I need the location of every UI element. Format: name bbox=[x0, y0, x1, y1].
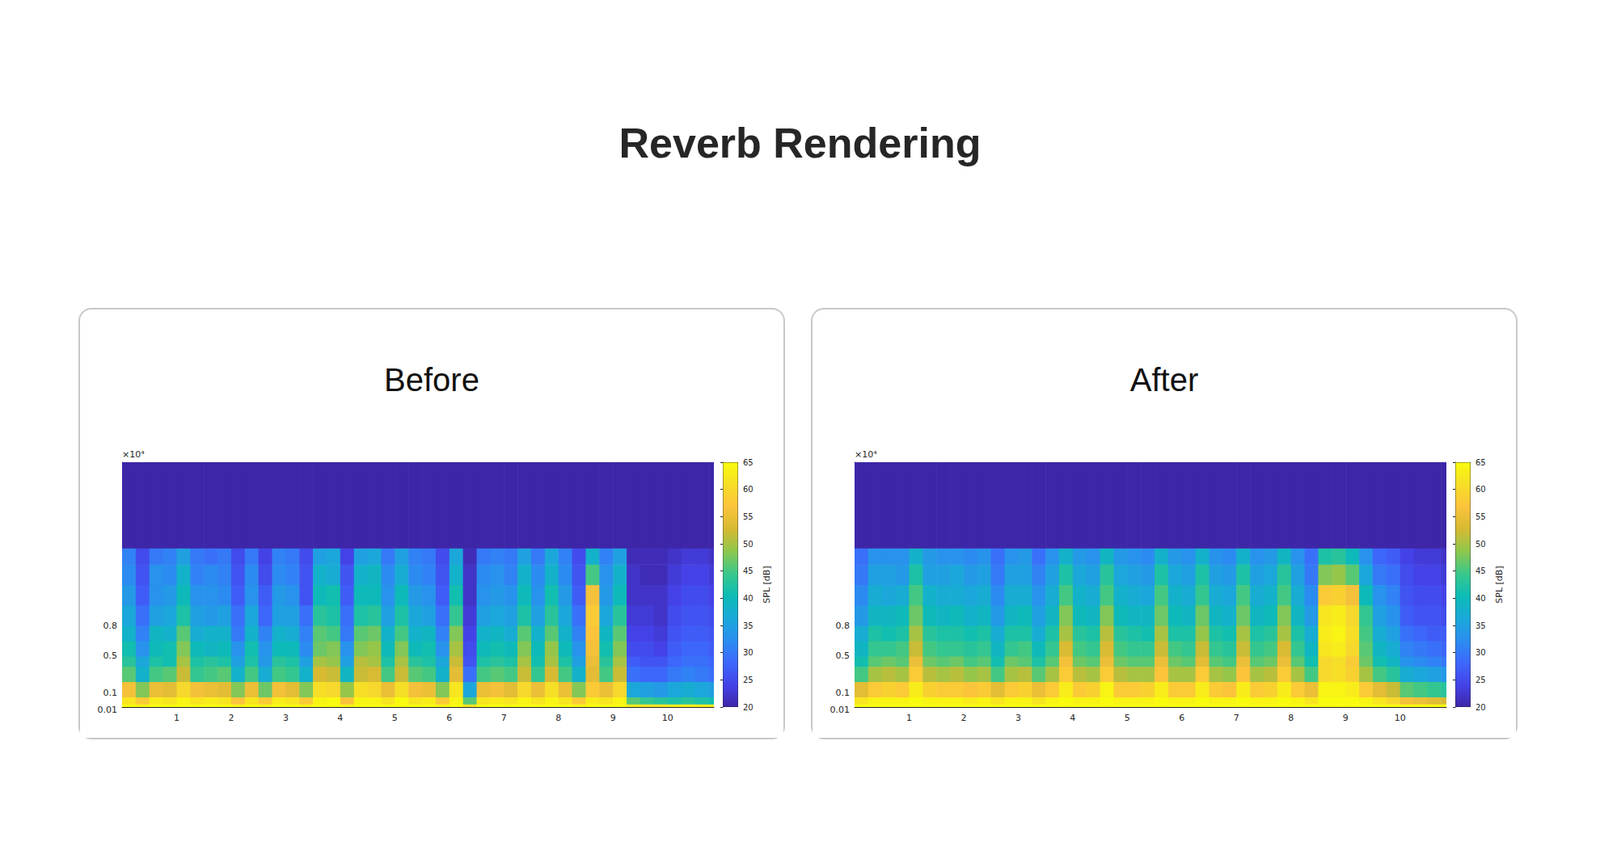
svg-text:50: 50 bbox=[743, 540, 754, 549]
svg-text:65: 65 bbox=[743, 458, 754, 468]
html-text:Before: Before bbox=[384, 362, 480, 398]
svg-text:60: 60 bbox=[743, 485, 754, 494]
svg-text:35: 35 bbox=[1475, 621, 1487, 631]
svg-text:10: 10 bbox=[662, 713, 674, 724]
svg-text:10: 10 bbox=[1394, 713, 1406, 724]
svg-text:50: 50 bbox=[1475, 540, 1487, 549]
svg-text:SPL [dB]: SPL [dB] bbox=[761, 565, 773, 604]
svg-text:3: 3 bbox=[282, 713, 289, 724]
svg-text:2: 2 bbox=[960, 713, 967, 724]
svg-text:25: 25 bbox=[743, 675, 754, 685]
svg-text:4: 4 bbox=[1069, 713, 1076, 724]
html-text:After: After bbox=[1130, 362, 1199, 398]
svg-text:60: 60 bbox=[1475, 485, 1487, 494]
svg-text:0.01: 0.01 bbox=[830, 705, 851, 716]
svg-text:9: 9 bbox=[610, 713, 617, 724]
svg-text:0.5: 0.5 bbox=[103, 650, 119, 662]
svg-text:SPL [dB]: SPL [dB] bbox=[1494, 565, 1505, 604]
svg-text:2: 2 bbox=[227, 713, 234, 724]
svg-text:5: 5 bbox=[1124, 713, 1131, 724]
svg-text:9: 9 bbox=[1342, 713, 1349, 724]
svg-text:3: 3 bbox=[1015, 713, 1022, 724]
svg-text:6: 6 bbox=[446, 713, 452, 724]
svg-text:0.8: 0.8 bbox=[103, 620, 119, 632]
svg-text:4: 4 bbox=[337, 713, 343, 724]
svg-text:×10⁴: ×10⁴ bbox=[122, 449, 145, 461]
svg-text:65: 65 bbox=[1475, 458, 1487, 468]
svg-text:55: 55 bbox=[1475, 512, 1487, 522]
svg-text:45: 45 bbox=[743, 566, 754, 576]
svg-text:0.01: 0.01 bbox=[97, 705, 119, 716]
svg-text:30: 30 bbox=[743, 648, 754, 658]
svg-text:30: 30 bbox=[1475, 648, 1487, 658]
svg-text:×10⁴: ×10⁴ bbox=[854, 449, 878, 461]
svg-text:1: 1 bbox=[906, 713, 912, 724]
svg-text:45: 45 bbox=[1475, 566, 1487, 576]
svg-text:6: 6 bbox=[1178, 713, 1185, 724]
svg-text:5: 5 bbox=[392, 713, 398, 724]
svg-text:25: 25 bbox=[1475, 675, 1487, 685]
svg-text:0.1: 0.1 bbox=[103, 688, 119, 699]
svg-text:8: 8 bbox=[1287, 713, 1294, 724]
svg-text:20: 20 bbox=[1475, 703, 1487, 713]
svg-text:0.5: 0.5 bbox=[835, 650, 851, 662]
svg-text:35: 35 bbox=[743, 621, 754, 631]
html-text:Reverb Rendering: Reverb Rendering bbox=[618, 119, 982, 167]
svg-text:7: 7 bbox=[1233, 713, 1240, 724]
svg-text:0.8: 0.8 bbox=[835, 620, 851, 632]
svg-text:1: 1 bbox=[173, 713, 180, 724]
svg-text:55: 55 bbox=[743, 512, 754, 522]
svg-text:8: 8 bbox=[555, 713, 562, 724]
svg-text:40: 40 bbox=[1475, 594, 1487, 604]
svg-text:7: 7 bbox=[501, 713, 507, 724]
svg-text:40: 40 bbox=[743, 594, 754, 604]
svg-text:0.1: 0.1 bbox=[835, 688, 851, 699]
svg-text:20: 20 bbox=[743, 703, 754, 713]
